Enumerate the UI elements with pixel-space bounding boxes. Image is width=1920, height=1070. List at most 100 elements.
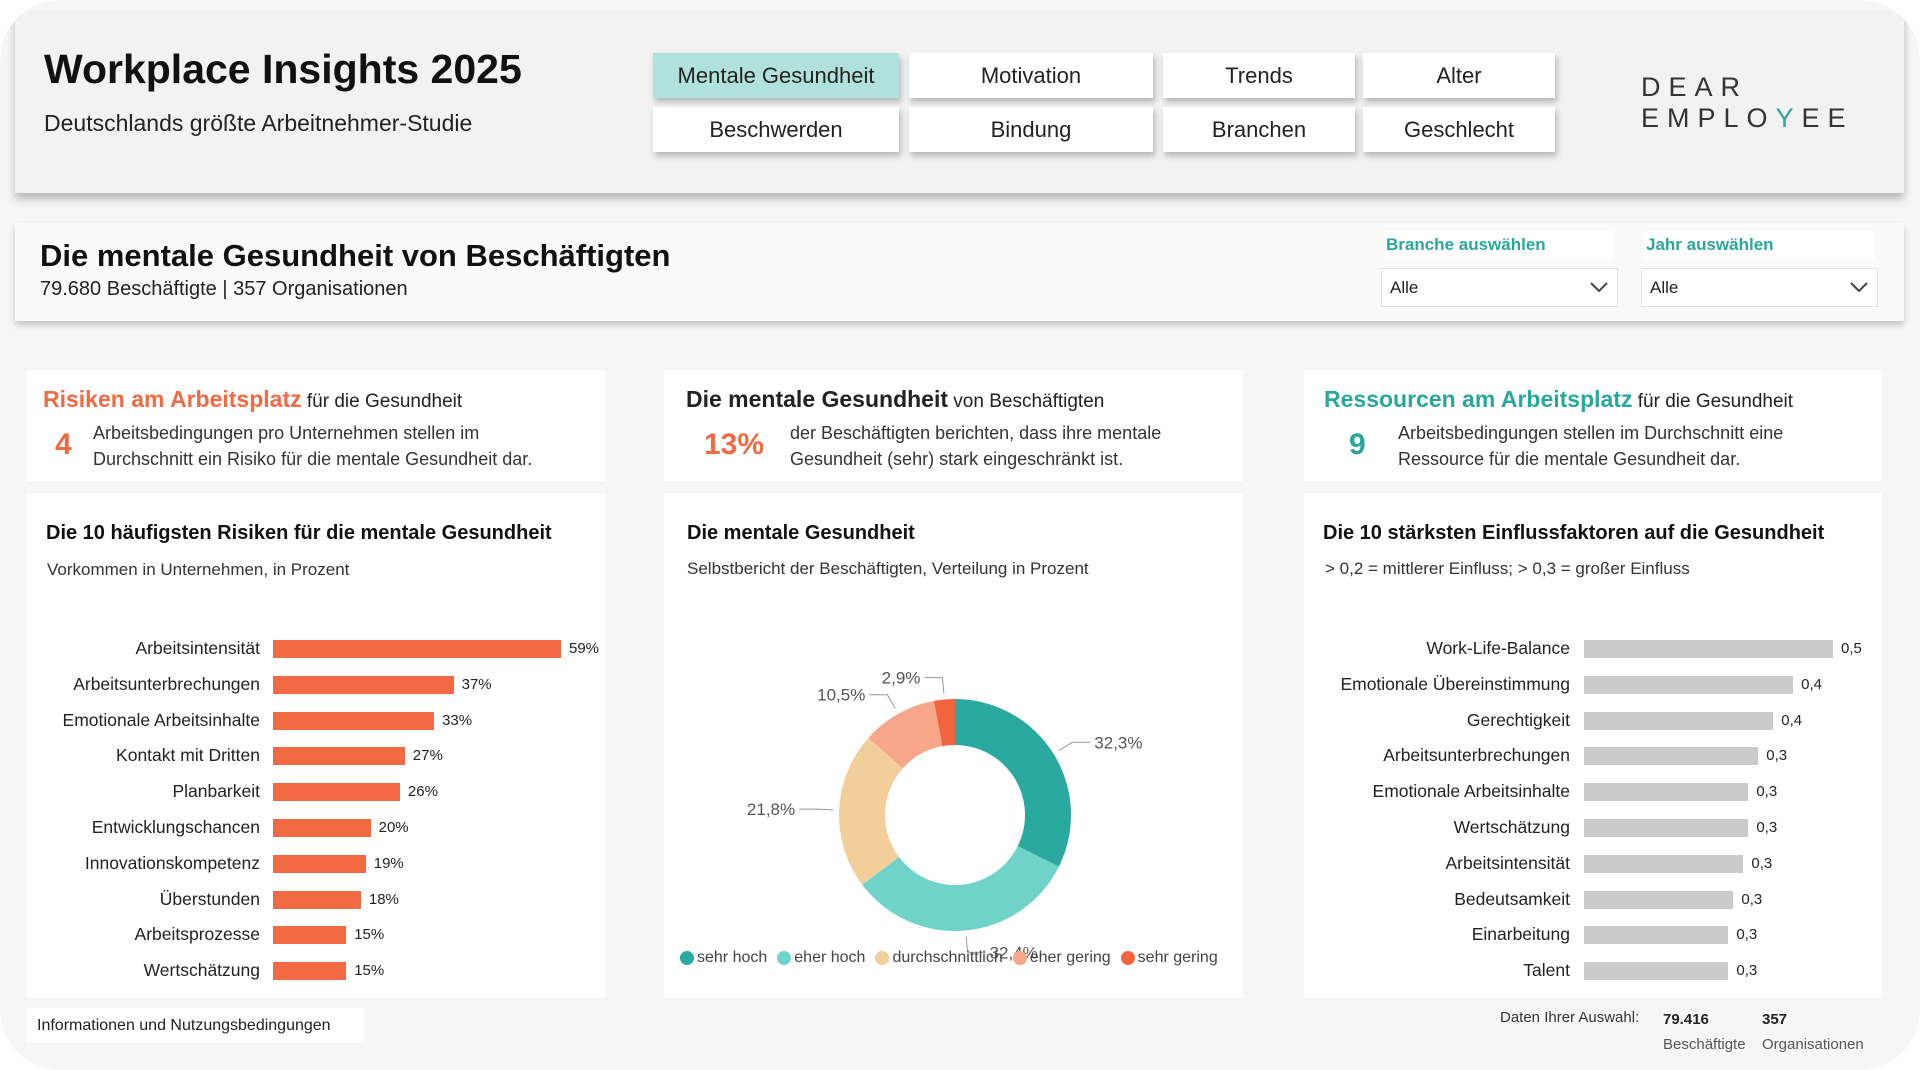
bar-value-label: 0,3	[1736, 926, 1758, 944]
header-panel	[15, 12, 1904, 193]
donut-slice-eher-hoch	[862, 846, 1059, 931]
risiken-text: Arbeitsbedingungen pro Unternehmen stell…	[93, 423, 533, 469]
leader-line	[965, 936, 986, 953]
nav-geschlecht[interactable]: Geschlecht	[1363, 107, 1555, 152]
risiken-card: Risiken am Arbeitsplatz für die Gesundhe…	[27, 370, 605, 481]
mentale-card-title: Die mentale Gesundheit von Beschäftigten	[686, 386, 1104, 413]
legend-label: sehr hoch	[697, 949, 768, 966]
donut-chart: 32,3%32,4%21,8%10,5%2,9%	[747, 669, 1143, 963]
bar-label: Wertschätzung	[143, 960, 260, 981]
bar	[1584, 711, 1774, 730]
bar	[1584, 747, 1759, 766]
nav-alter[interactable]: Alter	[1363, 53, 1555, 98]
leader-line	[924, 677, 945, 694]
bar-label: Arbeitsintensität	[1445, 852, 1570, 873]
risiken-number: 4	[55, 428, 72, 461]
employees-value: 79.416	[1663, 1011, 1709, 1028]
mentale-text: der Beschäftigten berichten, dass ihre m…	[790, 423, 1162, 469]
branche-select-value: Alle	[1390, 277, 1419, 297]
legend-dot-icon	[1012, 951, 1027, 965]
leader-line	[869, 694, 896, 709]
bar-label: Wertschätzung	[1453, 817, 1570, 837]
title-rest: von Beschäftigten	[948, 391, 1105, 412]
legend-item: eher gering	[1012, 949, 1111, 967]
bar-value-label: 20%	[378, 819, 409, 836]
risiken-chart-card: Die 10 häufigsten Risiken für die mental…	[27, 493, 605, 998]
legend-item: durchschnittlich	[875, 949, 1003, 967]
legend-label: eher hoch	[794, 949, 866, 966]
nav-bindung[interactable]: Bindung	[909, 107, 1153, 152]
bar	[1584, 854, 1744, 873]
bar-value-label: 0,4	[1801, 675, 1823, 693]
bar-label: Einarbeitung	[1471, 924, 1570, 945]
legend-dot-icon	[680, 951, 694, 965]
bar-label: Arbeitsprozesse	[134, 924, 260, 945]
bar-label: Gerechtigkeit	[1466, 709, 1570, 730]
app-title: Workplace Insights 2025	[44, 46, 522, 92]
bar	[1584, 675, 1794, 694]
mentale-number: 13%	[704, 428, 765, 461]
bar	[273, 819, 371, 837]
bar-value-label: 26%	[407, 783, 438, 801]
page-subtitle: 79.680 Beschäftigte | 357 Organisationen	[40, 278, 408, 300]
bar	[1584, 926, 1729, 945]
title-rest: für die Gesundheit	[301, 391, 463, 412]
nav-trends[interactable]: Trends	[1163, 53, 1355, 98]
einfluss-chart-card: Die 10 stärksten Einflussfaktoren auf di…	[1304, 493, 1882, 998]
legend-label: sehr gering	[1137, 949, 1218, 966]
logo-accent: Y	[1775, 103, 1802, 133]
ressourcen-card-title: Ressourcen am Arbeitsplatz für die Gesun…	[1324, 386, 1793, 413]
bar-label: Innovationskompetenz	[84, 852, 260, 873]
legend-label: eher gering	[1029, 949, 1111, 966]
donut-slice-durchschnittlich	[839, 737, 903, 885]
bar-value-label: 27%	[412, 747, 443, 765]
bar-label: Entwicklungschancen	[91, 817, 260, 837]
leader-line	[799, 808, 834, 811]
jahr-select[interactable]: Alle	[1641, 268, 1878, 307]
bar-value-label: 0,3	[1741, 890, 1763, 908]
bar-label: Arbeitsunterbrechungen	[1383, 745, 1570, 766]
bar	[273, 962, 347, 981]
dear-employee-logo: DEAR EMPLOYEE	[1641, 72, 1854, 134]
page-title: Die mentale Gesundheit von Beschäftigten	[40, 238, 671, 273]
bar	[273, 854, 366, 873]
legend-label: durchschnittlich	[892, 949, 1003, 966]
info-terms-link[interactable]: Informationen und Nutzungsbedingungen	[27, 1008, 364, 1043]
legend-item: sehr hoch	[680, 949, 767, 967]
jahr-filter-label: Jahr auswählen	[1644, 231, 1874, 259]
logo-line1: DEAR	[1641, 72, 1749, 102]
branche-filter-label: Branche auswählen	[1384, 231, 1614, 259]
bar-value-label: 0,3	[1751, 854, 1773, 872]
bar-label: Überstunden	[159, 888, 260, 909]
bar-value-label: 0,3	[1756, 783, 1778, 801]
ressourcen-card: Ressourcen am Arbeitsplatz für die Gesun…	[1304, 370, 1882, 481]
bar-label: Planbarkeit	[172, 781, 260, 802]
jahr-select-value: Alle	[1650, 277, 1679, 297]
chart-subtitle: > 0,2 = mittlerer Einfluss; > 0,3 = groß…	[1325, 559, 1690, 578]
bar-value-label: 19%	[373, 854, 404, 872]
nav-motivation[interactable]: Motivation	[909, 53, 1153, 98]
employees-label: Beschäftigte	[1663, 1036, 1746, 1053]
bar-value-label: 59%	[569, 640, 600, 657]
orgs-label: Organisationen	[1762, 1036, 1864, 1053]
leader-line	[1058, 741, 1091, 752]
bar	[273, 640, 561, 658]
legend-dot-icon	[1120, 951, 1135, 965]
bar-value-label: 0,5	[1841, 640, 1862, 657]
nav-mentale-gesundheit[interactable]: Mentale Gesundheit	[653, 53, 899, 98]
title-strong: Die mentale Gesundheit	[686, 386, 949, 412]
bar	[273, 890, 361, 909]
bar	[273, 711, 435, 730]
nav-beschwerden[interactable]: Beschwerden	[653, 107, 899, 152]
bar	[1584, 962, 1729, 981]
mentale-card: Die mentale Gesundheit von Beschäftigten…	[664, 370, 1243, 481]
branche-select[interactable]: Alle	[1381, 268, 1618, 307]
bar-label: Bedeutsamkeit	[1454, 888, 1570, 909]
bar-label: Arbeitsintensität	[135, 638, 260, 658]
bar-label: Work-Life-Balance	[1426, 638, 1570, 658]
chevron-down-icon	[1589, 278, 1609, 298]
title-strong: Ressourcen am Arbeitsplatz	[1324, 386, 1633, 412]
bar-label: Talent	[1523, 960, 1570, 981]
nav-branchen[interactable]: Branchen	[1163, 107, 1355, 152]
